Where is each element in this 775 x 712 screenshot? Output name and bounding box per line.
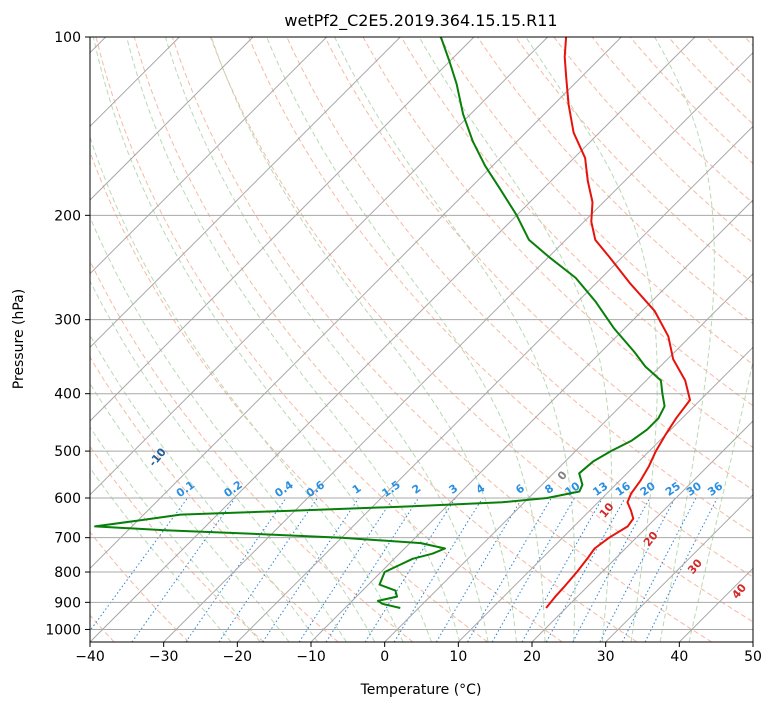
x-tick-label: 40: [670, 649, 688, 665]
chart-title: wetPf2_C2E5.2019.364.15.15.R11: [284, 11, 557, 31]
y-axis-label: Pressure (hPa): [11, 289, 27, 389]
y-tick-label: 900: [54, 595, 81, 611]
x-tick-label: −10: [296, 649, 326, 665]
dry-adiabat-label: -20: [55, 401, 78, 425]
y-tick-label: 400: [54, 387, 81, 403]
y-tick-label: 700: [54, 531, 81, 547]
x-tick-label: −40: [75, 649, 105, 665]
y-tick-label: 100: [54, 30, 81, 46]
x-axis-label: Temperature (°C): [360, 682, 482, 698]
x-tick-label: 20: [523, 649, 541, 665]
y-tick-label: 800: [54, 565, 81, 581]
x-tick-label: 50: [744, 649, 762, 665]
y-tick-label: 500: [54, 444, 81, 460]
y-tick-label: 1000: [45, 622, 81, 638]
y-tick-label: 600: [54, 491, 81, 507]
y-tick-label: 200: [54, 208, 81, 224]
x-tick-label: 10: [449, 649, 467, 665]
x-tick-label: −30: [149, 649, 179, 665]
y-tick-label: 300: [54, 313, 81, 329]
x-tick-label: 30: [597, 649, 615, 665]
x-tick-label: −20: [223, 649, 253, 665]
isotherm-line: [753, 37, 775, 642]
x-tick-label: 0: [380, 649, 389, 665]
